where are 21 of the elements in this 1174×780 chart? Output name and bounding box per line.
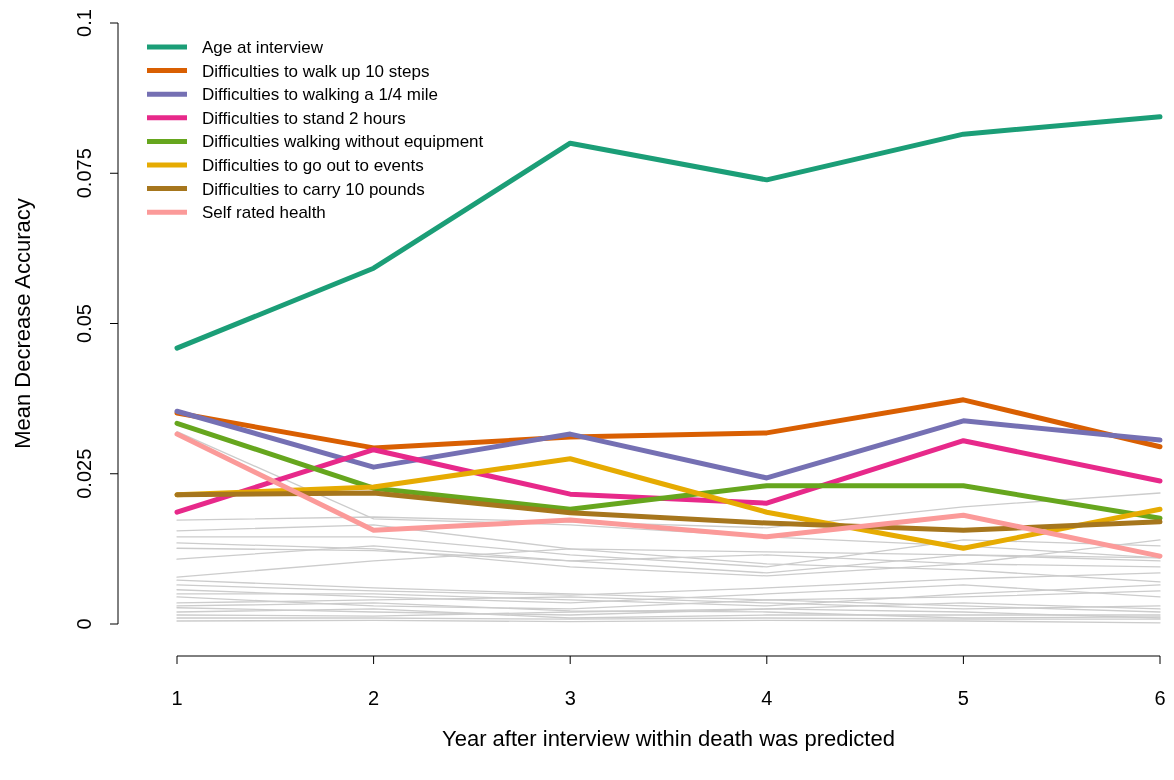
legend-label: Difficulties to carry 10 pounds bbox=[202, 179, 425, 199]
x-tick-label: 1 bbox=[171, 687, 183, 709]
legend-label: Difficulties to go out to events bbox=[202, 156, 424, 175]
y-axis-title: Mean Decrease Accuracy bbox=[10, 198, 35, 449]
legend-label: Age at interview bbox=[202, 38, 324, 57]
x-tick-label: 2 bbox=[368, 687, 380, 709]
y-tick-label: 0.1 bbox=[73, 9, 95, 37]
legend-label: Self rated health bbox=[202, 203, 326, 223]
legend-label: Difficulties walking without equipment bbox=[202, 132, 484, 152]
legend-label: Difficulties to walking a 1/4 mile bbox=[202, 85, 438, 105]
x-tick-label: 3 bbox=[564, 687, 576, 709]
y-tick-label: 0.075 bbox=[73, 148, 95, 199]
legend-label: Difficulties to walk up 10 steps bbox=[202, 61, 430, 81]
y-tick-label: 0 bbox=[73, 618, 95, 630]
x-tick-label: 6 bbox=[1154, 687, 1166, 709]
x-axis-title: Year after interview within death was predicted bbox=[442, 726, 895, 751]
legend-label: Difficulties to stand 2 hours bbox=[202, 108, 406, 128]
y-tick-label: 0.025 bbox=[73, 448, 95, 499]
x-tick-label: 5 bbox=[957, 687, 969, 709]
y-tick-label: 0.05 bbox=[73, 304, 95, 343]
x-tick-label: 4 bbox=[761, 687, 773, 709]
